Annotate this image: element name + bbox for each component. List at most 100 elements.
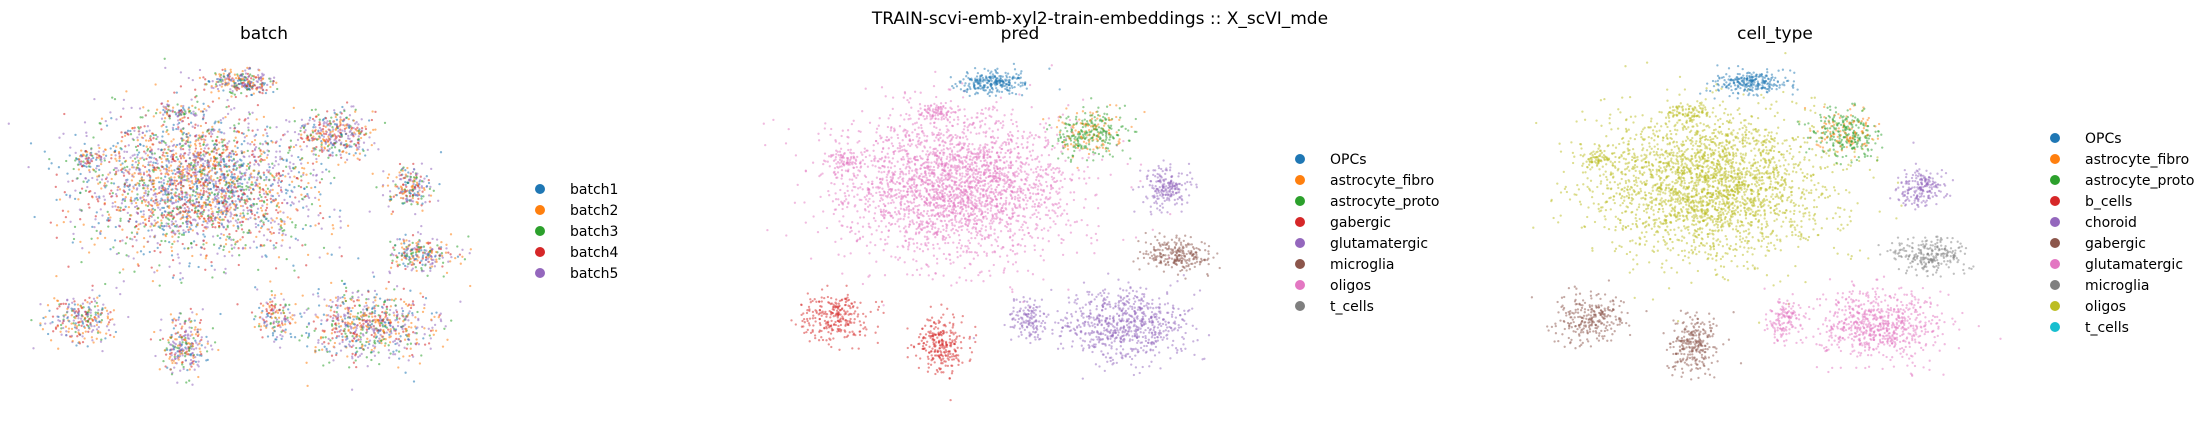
scatter-point <box>286 216 289 219</box>
scatter-point <box>192 190 195 193</box>
scatter-point <box>265 176 268 179</box>
scatter-point <box>411 300 415 303</box>
scatter-point <box>263 215 266 219</box>
scatter-point <box>321 138 325 141</box>
scatter-point <box>330 281 333 285</box>
scatter-point <box>412 256 415 260</box>
scatter-point <box>109 333 112 337</box>
scatter-point <box>150 229 153 232</box>
scatter-point <box>157 147 160 151</box>
scatter-point <box>371 172 374 175</box>
scatter-point <box>405 239 408 242</box>
scatter-point <box>156 216 160 219</box>
scatter-point <box>202 243 205 246</box>
scatter-point <box>393 314 396 317</box>
scatter-point <box>265 310 269 313</box>
scatter-point <box>170 246 173 249</box>
scatter-point <box>200 336 203 339</box>
scatter-point <box>215 164 218 167</box>
scatter-point <box>409 289 412 292</box>
scatter-point <box>114 192 118 196</box>
scatter-point <box>232 165 235 168</box>
scatter-point <box>55 274 58 278</box>
scatter-point <box>385 331 388 334</box>
scatter-point <box>202 143 205 146</box>
scatter-point <box>347 117 350 121</box>
scatter-point <box>230 171 233 174</box>
scatter-point <box>364 125 367 128</box>
scatter-point <box>360 324 363 327</box>
scatter-point <box>402 262 405 265</box>
scatter-point <box>228 236 231 239</box>
scatter-point <box>56 307 59 310</box>
scatter-point <box>219 164 222 168</box>
scatter-point <box>221 141 224 144</box>
scatter-point <box>305 185 308 189</box>
scatter-point <box>273 294 277 297</box>
scatter-point <box>162 123 165 127</box>
scatter-point <box>189 330 193 333</box>
scatter-point <box>250 181 254 184</box>
scatter-point <box>198 142 201 145</box>
scatter-point <box>414 185 417 189</box>
scatter-point <box>345 116 349 119</box>
scatter-point <box>73 225 77 229</box>
scatter-point <box>326 350 329 354</box>
scatter-point <box>225 77 228 80</box>
scatter-point <box>155 159 159 162</box>
scatter-point <box>88 296 91 299</box>
scatter-point <box>256 176 259 179</box>
scatter-point <box>87 203 90 206</box>
scatter-point <box>199 144 202 148</box>
scatter-point <box>126 178 129 181</box>
scatter-point <box>357 338 360 341</box>
scatter-point <box>152 166 155 169</box>
scatter-point <box>210 260 213 264</box>
scatter-point <box>245 134 248 138</box>
scatter-point <box>336 299 339 303</box>
scatter-point <box>352 336 356 340</box>
scatter-point <box>349 140 352 143</box>
scatter-point <box>194 106 197 109</box>
scatter-point <box>208 200 211 204</box>
scatter-point <box>274 156 277 159</box>
scatter-point <box>371 315 374 318</box>
scatter-point <box>299 185 303 189</box>
scatter-point <box>187 132 190 135</box>
scatter-point <box>293 186 296 189</box>
scatter-point <box>53 297 56 300</box>
scatter-point <box>270 217 273 220</box>
scatter-point <box>340 332 343 336</box>
scatter-point <box>166 182 169 186</box>
scatter-point <box>355 333 359 336</box>
scatter-point <box>166 348 169 352</box>
scatter-point <box>358 145 361 149</box>
scatter-point <box>230 150 233 153</box>
scatter-point <box>135 239 138 242</box>
scatter-point <box>186 368 189 372</box>
scatter-point <box>91 328 95 332</box>
scatter-point <box>405 315 408 318</box>
scatter-point <box>404 302 408 306</box>
scatter-point <box>315 160 318 164</box>
scatter-point <box>317 123 321 127</box>
scatter-point <box>138 179 142 183</box>
scatter-point <box>450 255 453 259</box>
scatter-point <box>99 331 102 334</box>
scatter-point <box>62 319 65 322</box>
scatter-point <box>202 229 205 233</box>
scatter-point <box>329 141 333 144</box>
scatter-point <box>267 163 270 166</box>
scatter-point <box>290 180 294 183</box>
scatter-point <box>215 152 218 155</box>
scatter-point <box>93 243 96 246</box>
scatter-point <box>70 322 73 325</box>
scatter-point <box>206 174 209 177</box>
scatter-point <box>425 258 428 261</box>
scatter-point <box>321 342 324 346</box>
scatter-point <box>238 164 241 167</box>
scatter-point <box>137 126 140 129</box>
scatter-point <box>187 230 190 234</box>
scatter-point <box>287 308 290 311</box>
scatter-point <box>235 229 238 233</box>
